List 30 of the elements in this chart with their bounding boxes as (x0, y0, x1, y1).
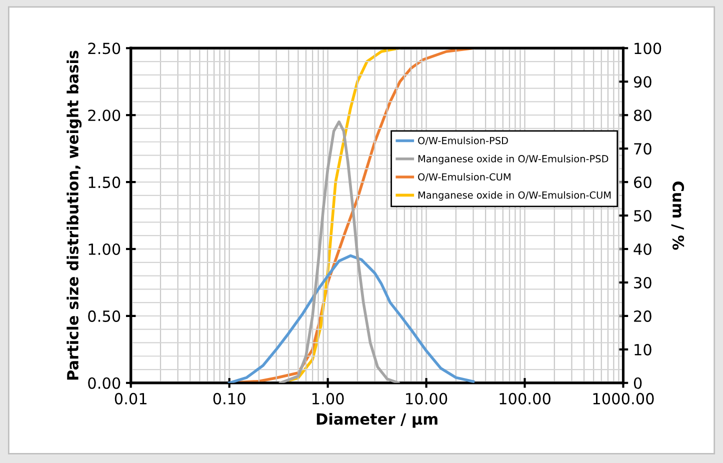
y-tick-label: 1.50 (88, 176, 120, 188)
y2-tick-label: 20 (634, 310, 652, 322)
y2-tick-label: 0 (634, 377, 642, 389)
y-tick-label: 1.00 (88, 243, 120, 256)
y2-tick-label: 30 (634, 276, 652, 288)
x-tick-label: 1.00 (312, 392, 344, 404)
legend-label: O/W-Emulsion-PSD (418, 136, 508, 146)
y2-tick-label: 80 (634, 110, 652, 122)
x-tick-label: 0.10 (213, 392, 246, 404)
x-tick-label: 10.00 (406, 392, 448, 404)
legend-label: Manganese oxide in O/W-Emulsion-CUM (418, 191, 611, 201)
y-axis-title: Particle size distribution, weight basis (66, 50, 82, 380)
y2-tick-label: 50 (634, 210, 652, 222)
x-tick-label: 100.00 (500, 392, 550, 404)
y2-tick-label: 70 (634, 143, 652, 155)
x-tick-label: 0.01 (114, 392, 146, 404)
x-tick-label: 1000.00 (593, 392, 654, 404)
y-tick-label: 0.50 (88, 310, 120, 322)
y2-tick-label: 10 (634, 344, 652, 356)
y2-tick-label: 40 (634, 243, 652, 256)
legend-label: O/W-Emulsion-CUM (418, 173, 510, 182)
x-axis-title: Diameter / µm (316, 412, 438, 428)
y2-tick-label: 90 (634, 76, 652, 88)
y2-tick-label: 100 (634, 42, 662, 54)
y2-tick-label: 60 (634, 176, 652, 188)
y-tick-label: 2.50 (88, 42, 120, 54)
legend-label: Manganese oxide in O/W-Emulsion-PSD (418, 154, 608, 164)
y-tick-label: 2.00 (88, 110, 120, 122)
y2-axis-title: Cum / % (671, 182, 684, 250)
y-tick-label: 0.00 (88, 377, 120, 389)
